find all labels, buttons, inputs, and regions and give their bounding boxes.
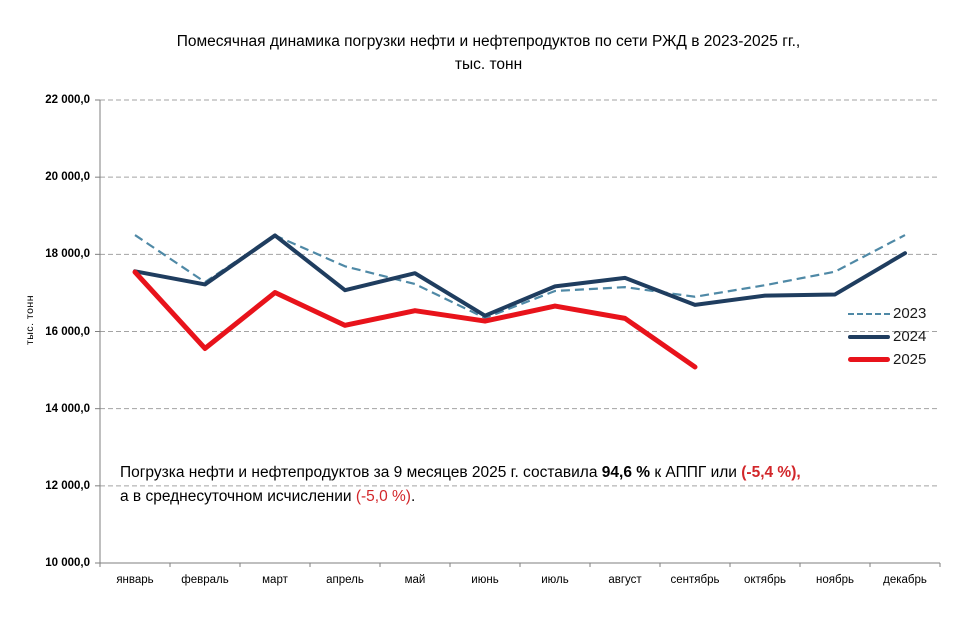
legend-line-2025	[848, 357, 890, 362]
legend-item-2023: 2023	[848, 302, 926, 325]
x-tick-label-10: октябрь	[743, 574, 787, 586]
series-line-2023	[134, 234, 906, 320]
legend-line-2023	[848, 312, 890, 315]
annotation-segment: .	[410, 488, 416, 505]
series-line-2024	[133, 233, 907, 318]
x-tick-label-9: сентябрь	[670, 574, 720, 586]
x-tick-label-7: июль	[541, 574, 569, 586]
x-axis-tick-labels: январь февраль март апрель май июнь июль август…	[0, 571, 977, 593]
legend-item-2025: 2025	[848, 348, 926, 371]
y-tick-label: 22 000,0	[45, 94, 90, 106]
legend-label-2024: 2024	[893, 328, 927, 345]
x-tick-label-1: январь	[116, 574, 154, 586]
x-tick-label-12: декабрь	[883, 574, 927, 586]
x-tick-label-3: март	[262, 574, 288, 586]
y-tick-label: 14 000,0	[45, 402, 90, 415]
series-line-2025	[132, 269, 698, 370]
x-tick-label-2: февраль	[181, 574, 229, 586]
legend-item-2024: 2024	[848, 325, 926, 348]
x-tick-label-4: апрель	[326, 574, 364, 586]
chart-title: Помесячная динамика погрузки нефти и неф…	[0, 30, 977, 76]
annotation-segment: к АППГ или	[650, 464, 742, 481]
annotation-line: Погрузка нефти и нефтепродуктов за 9 мес…	[120, 461, 965, 485]
x-tick-label-11: ноябрь	[816, 574, 854, 586]
legend-label-2023: 2023	[893, 305, 927, 322]
y-tick-label: 20 000,0	[45, 171, 90, 184]
legend-label-2025: 2025	[893, 351, 927, 368]
annotation-segment: (-5,0 %)	[355, 488, 411, 505]
annotation-segment: (-5,4 %),	[741, 464, 801, 481]
annotation-line: а в среднесуточном исчислении (-5,0 %).	[120, 485, 965, 509]
legend: 2023 2024 2025	[848, 302, 926, 371]
x-tick-label-6: июнь	[471, 574, 499, 586]
y-tick-label: 16 000,0	[45, 325, 90, 338]
chart-title-line1: Помесячная динамика погрузки нефти и неф…	[176, 33, 801, 50]
annotation-segment: Погрузка нефти и нефтепродуктов за 9 мес…	[120, 464, 602, 481]
legend-line-2024	[848, 334, 890, 339]
chart-title-line2: тыс. тонн	[454, 56, 523, 73]
annotation-segment: 94,6 %	[601, 464, 651, 481]
y-tick-label: 18 000,0	[45, 248, 90, 261]
y-tick-label: 12 000,0	[45, 479, 90, 492]
y-tick-label: 10 000,0	[45, 557, 90, 569]
annotation-segment: а в среднесуточном исчислении	[120, 488, 356, 505]
y-axis-tick-labels: 22 000,0 20 000,0 18 000,0 16 000,0 14 000,0…	[0, 0, 92, 638]
annotation-text: Погрузка нефти и нефтепродуктов за 9 мес…	[120, 461, 965, 509]
x-tick-label-5: май	[404, 574, 426, 586]
x-tick-label-8: август	[608, 574, 642, 586]
